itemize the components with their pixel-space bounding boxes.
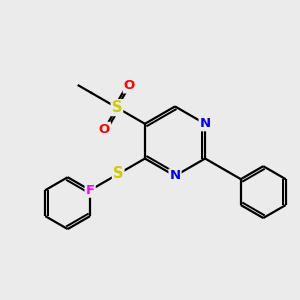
Text: S: S xyxy=(112,100,122,115)
Text: N: N xyxy=(169,169,181,182)
Text: N: N xyxy=(200,117,211,130)
Text: O: O xyxy=(99,123,110,136)
Text: F: F xyxy=(85,184,95,197)
Text: S: S xyxy=(113,167,123,182)
Text: O: O xyxy=(124,80,135,92)
